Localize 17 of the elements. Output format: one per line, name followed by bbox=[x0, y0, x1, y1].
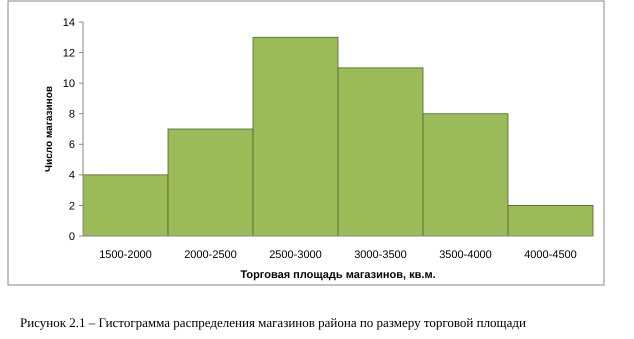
y-tick-label: 10 bbox=[62, 78, 75, 90]
x-axis-title: Торговая площадь магазинов, кв.м. bbox=[240, 269, 436, 281]
x-tick-label: 3500-4000 bbox=[439, 249, 492, 261]
y-tick-label: 12 bbox=[62, 47, 75, 60]
y-tick-label: 4 bbox=[68, 170, 75, 182]
x-tick-label: 4000-4500 bbox=[524, 249, 577, 261]
x-tick-label: 3000-3500 bbox=[354, 249, 407, 261]
x-tick-label: 1500-2000 bbox=[99, 249, 152, 261]
y-tick-label: 2 bbox=[68, 200, 75, 212]
y-tick-label: 8 bbox=[68, 108, 75, 121]
y-tick-label: 6 bbox=[68, 139, 75, 152]
y-tick-label: 0 bbox=[68, 230, 75, 243]
y-axis-title: Число магазинов bbox=[44, 86, 55, 172]
x-tick-label: 2500-3000 bbox=[269, 249, 322, 261]
y-tick-label: 14 bbox=[62, 16, 75, 29]
x-tick-label: 2000-2500 bbox=[184, 249, 237, 261]
text: Рисунок 2.1 – Гистограмма распределения магазинов района по размеру торговой площади bbox=[20, 315, 526, 330]
